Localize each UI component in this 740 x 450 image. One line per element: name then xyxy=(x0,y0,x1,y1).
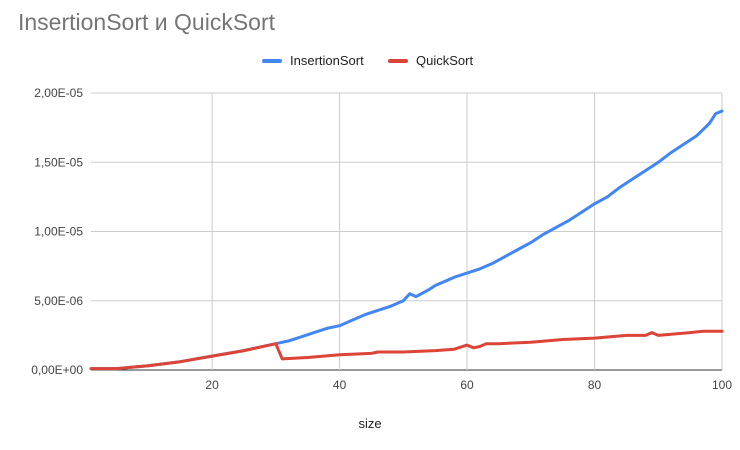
x-tick-label: 80 xyxy=(588,378,602,392)
legend-item-quicksort[interactable]: QuickSort xyxy=(388,53,473,68)
y-tick-label: 1,50E-05 xyxy=(34,155,83,169)
legend-swatch-quicksort xyxy=(388,58,408,63)
legend-swatch-insertionsort xyxy=(262,58,282,63)
y-tick-label: 2,00E-05 xyxy=(34,86,83,100)
y-tick-label: 0,00E+00 xyxy=(31,363,83,377)
legend: InsertionSort QuickSort xyxy=(0,53,740,73)
series-line-insertionsort xyxy=(89,109,724,371)
legend-label-insertionsort: InsertionSort xyxy=(290,53,364,68)
x-tick-label: 60 xyxy=(460,378,474,392)
series-line-quicksort xyxy=(89,329,724,371)
chart-title: InsertionSort и QuickSort xyxy=(18,9,275,35)
legend-label-quicksort: QuickSort xyxy=(416,53,474,68)
x-axis-label: size xyxy=(358,416,382,431)
legend-item-insertionsort[interactable]: InsertionSort xyxy=(262,53,364,68)
x-tick-label: 40 xyxy=(333,378,347,392)
y-tick-label: 5,00E-06 xyxy=(34,294,83,308)
y-tick-label: 1,00E-05 xyxy=(34,225,83,239)
x-tick-label: 20 xyxy=(205,378,219,392)
x-tick-label: 100 xyxy=(712,378,732,392)
